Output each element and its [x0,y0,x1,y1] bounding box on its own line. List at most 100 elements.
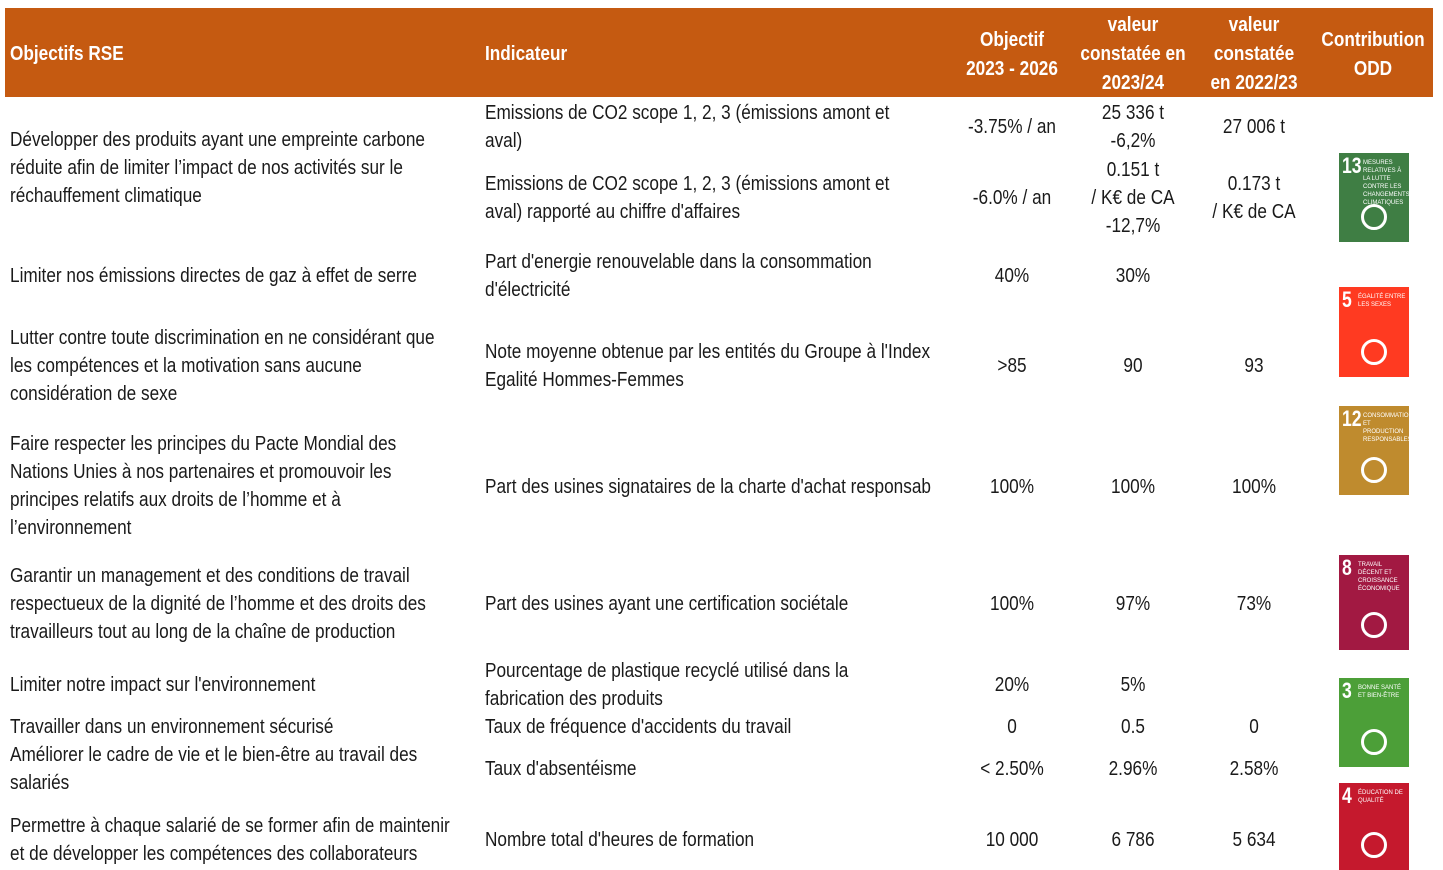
value-2022-23: 0.173 t [1227,173,1281,195]
odd-symbol [1361,204,1387,230]
indicator: d'électricité [485,279,571,301]
indicator: aval) [485,130,523,152]
odd-label: Bonne santé et bien-être [1358,685,1402,699]
objective: respectueux de la dignité de l’homme et … [10,593,426,615]
header-cell: Contribution [1321,28,1425,51]
odd-icon: 5 Égalité entre les sexes [1339,287,1409,377]
objective: Faire respecter les principes du Pacte M… [10,433,397,455]
odd-number: 5 [1342,287,1352,312]
objective: salariés [10,772,70,794]
target-value: 0 [1007,716,1017,738]
odd-label: Mesures relatives à la lutte contre les … [1363,160,1410,206]
value-2023-24: 0.5 [1121,716,1145,738]
indicator: Emissions de CO2 scope 1, 2, 3 (émission… [485,173,890,195]
indicator: Taux de fréquence d'accidents du travail [485,716,792,738]
indicator: Pourcentage de plastique recyclé utilisé… [485,660,849,682]
odd-number: 12 [1342,406,1362,431]
value-2023-24: / K€ de CA [1091,187,1175,209]
objective: Limiter notre impact sur l'environnement [10,674,316,696]
header-cell: Objectif [979,28,1045,51]
target-value: < 2.50% [980,758,1044,780]
objective: l’environnement [10,517,132,539]
header-cell: en 2022/23 [1210,72,1298,94]
odd-label: Éducation de qualité [1358,790,1403,804]
header-cell: 2023/24 [1101,72,1165,94]
odd-symbol [1361,457,1387,483]
indicator: Taux d'absentéisme [485,758,637,780]
value-2023-24: 0.151 t [1106,159,1160,181]
header-cell: Objectifs RSE [10,43,124,65]
header-cell: ODD [1353,57,1393,80]
target-value: -3.75% / an [968,116,1056,138]
value-2023-24: -6,2% [1110,130,1156,152]
odd-icon: 4 Éducation de qualité [1339,783,1409,870]
objective: les compétences et la motivation sans au… [10,355,362,377]
objective: Améliorer le cadre de vie et le bien-êtr… [10,744,418,766]
odd-number: 4 [1342,783,1352,808]
odd-label: Égalité entre les sexes [1358,294,1406,308]
header-cell: constatée en [1080,43,1186,65]
value-2023-24: 30% [1115,265,1151,287]
odd-icon: 13 Mesures relatives à la lutte contre le… [1339,153,1410,242]
objective: Lutter contre toute discrimination en ne… [10,327,435,349]
value-2022-23: 5 634 [1232,829,1276,851]
indicator: Egalité Hommes-Femmes [485,369,684,391]
indicator: Note moyenne obtenue par les entités du … [485,341,931,363]
value-2023-24: -12,7% [1105,215,1161,237]
header-cell: constatée [1213,43,1295,65]
header-cell: Indicateur [485,43,568,65]
objective: principes relatifs aux droits de l’homme… [10,489,341,511]
objective: Nations Unies à nos partenaires et promo… [10,461,392,483]
value-2023-24: 100% [1111,476,1155,498]
value-2022-23: 0 [1249,716,1259,738]
odd-label: Travail décent et croissance économique [1358,562,1400,592]
indicator: Part des usines ayant une certification … [485,593,849,615]
header-cell: 2023 - 2026 [966,57,1058,80]
value-2023-24: 6 786 [1111,829,1155,851]
objective: réchauffement climatique [10,185,202,207]
odd-number: 8 [1342,555,1352,580]
value-2022-23: 100% [1232,476,1276,498]
target-value: -6.0% / an [972,187,1052,209]
value-2022-23: 93 [1244,355,1264,377]
header-cell: valeur [1228,14,1280,36]
odd-number: 3 [1342,678,1352,703]
header-cell: valeur [1107,14,1159,36]
objective: et de développer les compétences des col… [10,843,418,865]
odd-number: 13 [1342,153,1362,178]
indicator: Nombre total d'heures de formation [485,829,755,851]
value-2022-23: 2.58% [1229,758,1279,780]
target-value: >85 [997,355,1027,377]
value-2023-24: 25 336 t [1101,102,1165,124]
value-2023-24: 5% [1120,674,1146,696]
odd-symbol [1361,339,1387,365]
objective: Développer des produits ayant une emprei… [10,129,425,151]
value-2023-24: 90 [1123,355,1143,377]
value-2022-23: / K€ de CA [1212,201,1296,223]
objective: Travailler dans un environnement sécuris… [10,716,334,738]
objective: travailleurs tout au long de la chaîne d… [10,621,396,643]
odd-icon: 12 Consommation et production responsable… [1339,406,1413,495]
value-2022-23: 27 006 t [1222,116,1286,138]
target-value: 20% [994,674,1030,696]
header-bar [5,8,1433,97]
target-value: 10 000 [985,829,1039,851]
objective: Limiter nos émissions directes de gaz à … [10,265,417,287]
odd-symbol [1361,612,1387,638]
indicator: Part des usines signataires de la charte… [485,476,931,498]
odd-symbol [1361,729,1387,755]
value-2023-24: 2.96% [1108,758,1158,780]
target-value: 40% [994,265,1030,287]
target-value: 100% [990,593,1034,615]
indicator: Part d'energie renouvelable dans la cons… [485,251,872,273]
objective: Garantir un management et des conditions… [10,565,410,587]
indicator: Emissions de CO2 scope 1, 2, 3 (émission… [485,102,890,124]
value-2023-24: 97% [1115,593,1151,615]
objective: considération de sexe [10,383,178,405]
odd-symbol [1361,832,1387,858]
odd-icon: 3 Bonne santé et bien-être [1339,678,1409,767]
objective: Permettre à chaque salarié de se former … [10,815,450,837]
odd-icon: 8 Travail décent et croissance économique [1339,555,1409,650]
target-value: 100% [990,476,1034,498]
